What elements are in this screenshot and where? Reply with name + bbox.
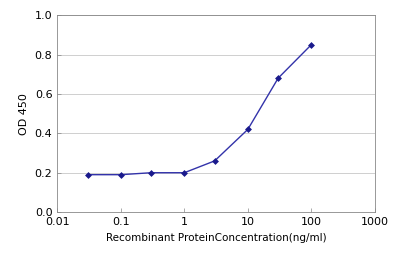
X-axis label: Recombinant ProteinConcentration(ng/ml): Recombinant ProteinConcentration(ng/ml) <box>106 233 326 242</box>
Y-axis label: OD 450: OD 450 <box>19 93 29 135</box>
